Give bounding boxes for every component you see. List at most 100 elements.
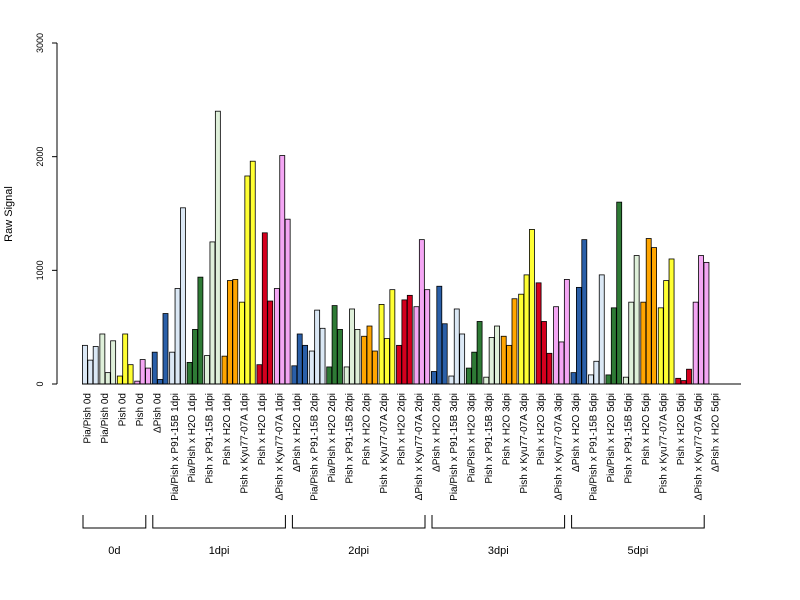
x-tick-label: ΔPish x Kyu77-07A 2dpi (414, 393, 425, 500)
bar (226, 280, 233, 385)
bar (162, 313, 169, 385)
bar (273, 288, 280, 385)
bar (558, 341, 565, 385)
bar (384, 338, 390, 385)
bar (703, 261, 710, 385)
bar (581, 239, 588, 385)
bar (354, 329, 361, 385)
x-tick-label: Pish 0d (117, 393, 128, 426)
x-tick-label: ΔPish x Kyu77-07A 3dpi (554, 393, 565, 500)
x-tick-label: Pish x H2O 1dpi (222, 393, 233, 465)
bar (453, 308, 460, 385)
bar (249, 160, 256, 385)
timepoint-bracket (82, 515, 147, 529)
y-tick-label: 1000 (35, 260, 45, 280)
bar (610, 307, 617, 385)
bar (104, 372, 111, 385)
timepoint-label: 3dpi (488, 545, 509, 557)
bar (256, 364, 263, 385)
x-tick-label: Pish x Kyu77-07A 5dpi (658, 393, 669, 494)
x-tick-label: ΔPish x H2O 1dpi (292, 393, 303, 472)
bar (116, 375, 123, 385)
bar (616, 201, 623, 385)
bar (506, 344, 513, 385)
bar (436, 285, 443, 385)
bar (553, 306, 559, 385)
bar (657, 307, 664, 385)
bar (92, 346, 99, 385)
x-tick-label: Pish 0d (135, 393, 146, 426)
bar (296, 333, 303, 385)
bar (192, 329, 198, 385)
bar (680, 380, 687, 385)
bar (483, 376, 490, 385)
bar (157, 379, 164, 385)
x-tick-label: Pia/Pish x H2O 1dpi (187, 393, 198, 483)
bar (406, 294, 413, 385)
bar (651, 247, 657, 385)
bar (349, 308, 355, 385)
bar (622, 376, 629, 385)
y-tick-label: 0 (35, 381, 45, 386)
bar (396, 344, 402, 385)
bar (523, 274, 530, 385)
bar (221, 355, 228, 385)
x-tick-label: Pish x P91-15B 5dpi (623, 393, 634, 484)
bar (99, 333, 106, 385)
x-tick-label: Pia/Pish 0d (83, 393, 94, 444)
x-tick-label: ΔPish x Kyu77-07A 1dpi (274, 393, 285, 500)
bar (319, 327, 326, 385)
bar (378, 304, 385, 385)
bar (389, 289, 396, 385)
bar (314, 309, 321, 385)
bar (174, 288, 181, 385)
timepoint-bracket (571, 515, 705, 529)
bar (122, 333, 129, 385)
y-tick-label: 2000 (35, 147, 45, 167)
bar (204, 355, 210, 385)
x-tick-label: Pia/Pish x P91-15B 1dpi (170, 393, 181, 501)
bar (430, 371, 437, 385)
bar (284, 218, 291, 385)
bar (337, 329, 343, 385)
timepoint-label: 0d (108, 545, 120, 557)
bar (476, 321, 483, 385)
timepoint-bracket (152, 515, 286, 529)
x-tick-labels: Pia/Pish 0d Pia/Pish 0d Pish 0d Pish 0d ΔPis… (83, 393, 722, 501)
x-tick-label: Pia/Pish x H2O 3dpi (466, 393, 477, 483)
bar (261, 232, 268, 385)
timepoint-brackets: 0d 1dpi 2dpi 3dpi 5dpi (82, 515, 705, 557)
x-tick-label: Pish x H2O 2dpi (362, 393, 373, 465)
bar (570, 372, 577, 385)
bar (692, 301, 699, 385)
x-tick-label: Pia/Pish 0d (100, 393, 111, 444)
x-tick-label: Pia/Pish x P91-15B 2dpi (309, 393, 320, 501)
bar (628, 301, 635, 385)
bar (239, 301, 245, 385)
bar (267, 300, 274, 385)
y-axis: 0 1000 2000 3000 (35, 33, 58, 387)
timepoint-label: 5dpi (628, 545, 649, 557)
x-tick-label: ΔPish x Kyu77-07A 5dpi (693, 393, 704, 500)
bar (279, 155, 286, 385)
timepoint-label: 2dpi (348, 545, 369, 557)
x-tick-label: ΔPish x H2O 3dpi (571, 393, 582, 472)
bar (139, 359, 146, 385)
x-tick-label: Pish x H2O 2dpi (397, 393, 408, 465)
x-tick-label: Pish x Kyu77-07A 3dpi (519, 393, 530, 494)
bar (563, 279, 570, 385)
bar (361, 335, 368, 385)
bar (418, 239, 425, 385)
x-tick-label: ΔPish 0d (152, 393, 163, 433)
bar (686, 368, 692, 385)
bar (308, 350, 315, 385)
bar (82, 344, 88, 385)
x-tick-label: Pish x P91-15B 1dpi (205, 393, 216, 484)
bar (343, 366, 350, 385)
bar (640, 301, 647, 385)
bar (145, 367, 151, 385)
bar (675, 377, 682, 385)
x-tick-label: Pish x P91-15B 3dpi (484, 393, 495, 484)
bars (82, 110, 710, 385)
